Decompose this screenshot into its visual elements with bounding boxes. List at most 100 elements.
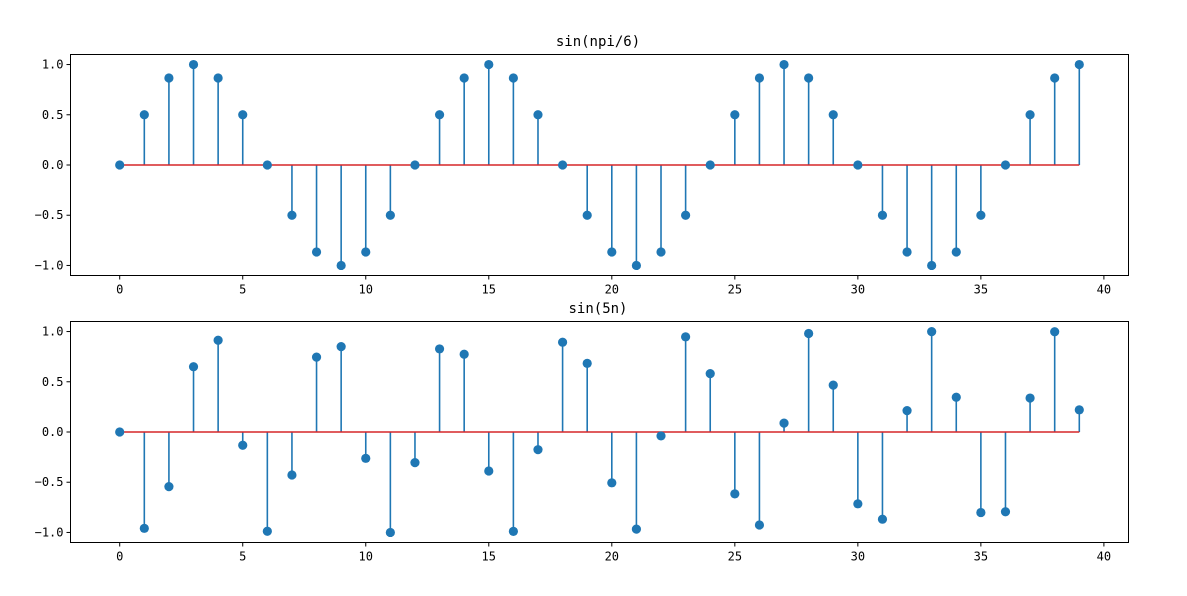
chart-title: sin(5n): [568, 301, 627, 317]
data-point: [557, 337, 568, 347]
x-tick-label: 5: [239, 283, 246, 297]
data-point: [705, 369, 715, 379]
x-tick-label: 40: [1097, 283, 1111, 297]
data-point: [730, 110, 740, 120]
data-point: [361, 453, 371, 463]
data-point: [853, 499, 863, 509]
data-point: [188, 59, 199, 70]
data-point: [459, 73, 469, 83]
x-tick-label: 30: [851, 550, 865, 564]
data-point: [139, 523, 149, 533]
data-point: [164, 73, 174, 83]
data-point: [385, 210, 395, 220]
data-point: [533, 110, 543, 120]
data-point: [262, 526, 272, 536]
data-point: [139, 110, 149, 120]
data-point: [754, 520, 765, 530]
data-point: [754, 73, 765, 83]
data-point: [976, 210, 986, 220]
subplot-sin-npi-6: sin(npi/6) 0 5 10 15 20 25 30 35 40 1.0 0.5 0.0 −0.…: [35, 34, 1129, 297]
data-point: [656, 247, 666, 257]
data-point: [631, 260, 642, 271]
data-point: [976, 507, 986, 518]
data-point: [484, 59, 494, 70]
data-point: [828, 380, 838, 390]
data-point: [1025, 110, 1035, 120]
data-point: [877, 210, 888, 220]
data-point: [877, 514, 888, 524]
data-point: [828, 110, 838, 120]
x-tick-label: 35: [974, 283, 988, 297]
subplot-sin-5n: sin(5n) 0 5 10 15 20 25 30 35 40 1.0 0.5 0.0 −0.5 −1…: [35, 301, 1129, 564]
data-point: [213, 73, 223, 83]
y-tick-label: −1.0: [35, 525, 64, 539]
y-tick-label: 0.0: [42, 158, 64, 172]
data-point: [1025, 393, 1035, 403]
data-point: [1050, 73, 1060, 83]
data-point: [287, 210, 297, 220]
data-point: [582, 210, 592, 220]
y-tick-label: 0.5: [42, 108, 64, 122]
stem-marks: [115, 59, 1084, 271]
x-tick-label: 10: [359, 550, 373, 564]
data-point: [681, 332, 691, 342]
data-point: [287, 470, 297, 480]
data-point: [336, 260, 346, 271]
data-point: [361, 247, 371, 257]
x-tick-label: 40: [1097, 550, 1111, 564]
y-axis: 1.0 0.5 0.0 −0.5 −1.0: [35, 58, 71, 272]
data-point: [385, 527, 395, 538]
data-point: [730, 489, 740, 499]
data-point: [582, 358, 592, 368]
data-point: [927, 327, 937, 337]
data-point: [410, 160, 420, 170]
x-axis: 0 5 10 15 20 25 30 35 40: [116, 275, 1111, 297]
data-point: [410, 458, 420, 468]
y-tick-label: 0.5: [42, 375, 64, 389]
y-tick-label: −0.5: [35, 208, 64, 222]
y-tick-label: 1.0: [42, 58, 64, 72]
data-point: [434, 344, 445, 354]
data-point: [311, 352, 322, 362]
y-axis: 1.0 0.5 0.0 −0.5 −1.0: [35, 325, 71, 539]
data-point: [681, 210, 691, 220]
x-tick-label: 25: [728, 283, 742, 297]
x-tick-label: 20: [605, 283, 619, 297]
data-point: [115, 427, 125, 437]
chart-title: sin(npi/6): [556, 34, 640, 50]
data-point: [336, 342, 346, 352]
data-point: [164, 482, 174, 492]
x-axis: 0 5 10 15 20 25 30 35 40: [116, 542, 1111, 564]
x-tick-label: 35: [974, 550, 988, 564]
data-point: [804, 73, 814, 83]
x-tick-label: 30: [851, 283, 865, 297]
data-point: [902, 247, 912, 257]
data-point: [459, 349, 469, 359]
data-point: [607, 247, 617, 257]
data-point: [951, 392, 961, 402]
data-point: [508, 73, 518, 83]
data-point: [804, 328, 814, 339]
x-tick-label: 0: [116, 550, 123, 564]
data-point: [533, 445, 543, 455]
data-point: [656, 431, 666, 441]
y-tick-label: −0.5: [35, 475, 64, 489]
data-point: [631, 524, 642, 534]
x-tick-label: 10: [359, 283, 373, 297]
data-point: [779, 59, 789, 70]
y-tick-label: 1.0: [42, 325, 64, 339]
x-tick-label: 15: [482, 550, 496, 564]
y-tick-label: −1.0: [35, 258, 64, 272]
data-point: [902, 406, 912, 416]
data-point: [484, 466, 494, 476]
data-point: [557, 160, 568, 170]
data-point: [311, 247, 322, 257]
data-point: [1000, 160, 1011, 170]
data-point: [1000, 507, 1011, 517]
x-tick-label: 15: [482, 283, 496, 297]
data-point: [1074, 405, 1084, 415]
data-point: [262, 160, 272, 170]
data-point: [1050, 327, 1060, 337]
